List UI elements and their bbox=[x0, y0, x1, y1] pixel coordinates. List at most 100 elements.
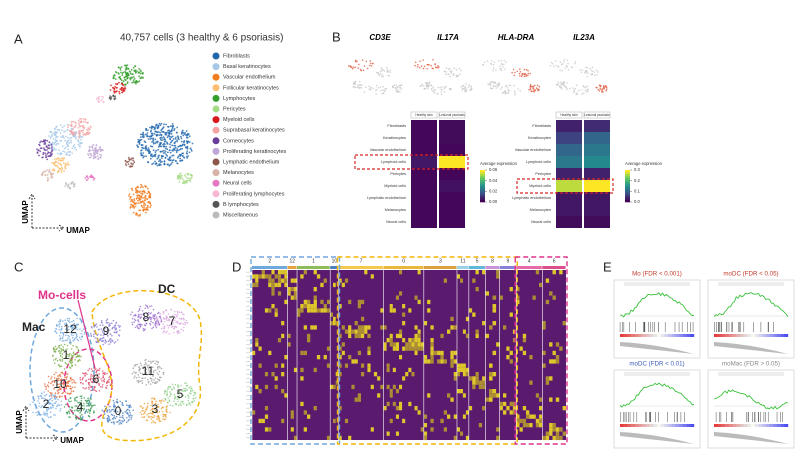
umap-axes bbox=[22, 193, 65, 442]
cell-dot bbox=[72, 332, 74, 334]
cell-dot bbox=[573, 90, 576, 93]
cell-dot bbox=[552, 63, 554, 65]
cell-dot bbox=[358, 63, 360, 66]
cell-dot bbox=[139, 325, 142, 327]
rank-gradient bbox=[743, 424, 748, 427]
cell-dot bbox=[69, 343, 72, 345]
legend-label: Myeloid cells bbox=[223, 117, 255, 123]
cell-dot bbox=[56, 142, 58, 145]
cell-dot bbox=[58, 324, 60, 326]
cell-dot bbox=[490, 87, 492, 89]
cell-dot bbox=[414, 61, 417, 64]
cell-dot bbox=[161, 139, 163, 142]
cell-dot bbox=[122, 71, 124, 74]
cell-dot bbox=[368, 85, 371, 88]
cell-dot bbox=[175, 314, 178, 317]
cell-dot bbox=[151, 134, 154, 137]
cell-dot bbox=[58, 377, 60, 379]
cell-dot bbox=[166, 390, 168, 392]
cell-dot bbox=[66, 413, 68, 415]
rank-gradient bbox=[725, 424, 729, 427]
cell-dot bbox=[75, 336, 77, 339]
cell-dot bbox=[133, 199, 136, 202]
cell-dot bbox=[138, 191, 141, 194]
cell-dot bbox=[110, 96, 113, 99]
cell-dot bbox=[500, 59, 503, 62]
cell-dot bbox=[149, 383, 152, 385]
cell-dot bbox=[598, 90, 601, 92]
cell-dot bbox=[70, 141, 73, 144]
cell-dot bbox=[97, 150, 99, 153]
cell-dot bbox=[112, 87, 115, 89]
cell-dot bbox=[57, 170, 60, 172]
cell-dot bbox=[444, 86, 446, 89]
colorbar-step bbox=[625, 194, 630, 197]
colorbar-tick-label: 0.2 bbox=[634, 178, 640, 183]
plot-title: moDC (FDR < 0.01) bbox=[629, 361, 684, 368]
expr-cell bbox=[341, 342, 345, 347]
row-label: Melanocytes bbox=[530, 208, 551, 212]
cell-dot bbox=[142, 329, 145, 332]
cell-dot bbox=[503, 63, 505, 66]
cell-dot bbox=[429, 81, 431, 83]
heatmap-cell bbox=[411, 180, 437, 192]
cell-dot bbox=[147, 161, 150, 164]
legend-label: Melanocytes bbox=[223, 170, 254, 176]
cell-dot bbox=[440, 91, 443, 93]
cell-dot bbox=[74, 382, 77, 384]
cell-dot bbox=[130, 406, 132, 408]
group-box bbox=[514, 256, 568, 445]
cell-dot bbox=[440, 93, 443, 96]
cell-dot bbox=[62, 331, 64, 334]
cell-dot bbox=[41, 174, 44, 177]
cell-dot bbox=[128, 416, 130, 418]
expr-cell bbox=[395, 342, 399, 347]
cell-dot bbox=[427, 87, 429, 90]
cell-dot bbox=[155, 326, 158, 329]
expr-cell bbox=[284, 270, 288, 275]
cell-dot bbox=[487, 83, 489, 86]
cell-dot bbox=[83, 120, 85, 123]
expr-cell bbox=[512, 406, 517, 411]
cell-dot bbox=[184, 387, 187, 390]
expr-cell bbox=[549, 427, 553, 432]
expr-cell bbox=[255, 342, 259, 347]
cell-dot bbox=[84, 388, 86, 390]
heatmap-cell bbox=[439, 216, 465, 228]
cell-dot bbox=[80, 399, 83, 402]
cell-dot bbox=[66, 364, 69, 366]
cell-dot bbox=[387, 70, 390, 73]
cell-dot bbox=[176, 398, 179, 401]
cell-dot bbox=[177, 155, 180, 158]
cell-dot bbox=[37, 149, 40, 152]
cell-dot bbox=[145, 419, 148, 421]
cell-dot bbox=[88, 149, 91, 151]
expr-cell bbox=[482, 380, 486, 385]
cell-dot bbox=[179, 392, 182, 394]
cell-dot bbox=[79, 395, 82, 398]
heatmap-cell bbox=[556, 120, 582, 132]
cell-dot bbox=[174, 397, 176, 400]
cell-dot bbox=[96, 377, 99, 380]
cell-dot bbox=[159, 317, 162, 320]
cell-dot bbox=[79, 121, 82, 124]
colorbar-step bbox=[625, 178, 630, 181]
expr-cell bbox=[399, 333, 403, 339]
cell-dot bbox=[96, 337, 98, 340]
cell-dot bbox=[122, 84, 125, 87]
cell-dot bbox=[111, 322, 113, 325]
cell-dot bbox=[191, 388, 193, 390]
enrichment-curve bbox=[713, 292, 789, 317]
cell-dot bbox=[85, 179, 88, 182]
cell-dot bbox=[51, 173, 54, 176]
cell-dot bbox=[377, 73, 380, 75]
expr-cell bbox=[475, 333, 479, 339]
cell-dot bbox=[110, 421, 113, 424]
cell-dot bbox=[57, 364, 60, 366]
colorbar-title: Average expression bbox=[480, 161, 518, 166]
cell-dot bbox=[147, 190, 150, 193]
cell-dot bbox=[147, 307, 149, 309]
cell-dot bbox=[382, 75, 385, 78]
cell-dot bbox=[155, 162, 158, 165]
cell-dot bbox=[141, 372, 143, 375]
